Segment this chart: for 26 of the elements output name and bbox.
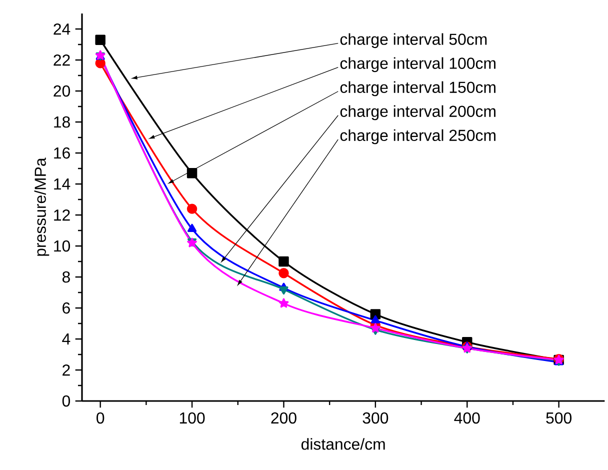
y-tick-label: 0 (62, 395, 70, 407)
y-tick-label: 12 (54, 209, 70, 221)
y-tick-label: 20 (54, 85, 70, 97)
y-tick-label: 16 (54, 147, 70, 159)
y-tick-label: 4 (62, 334, 70, 344)
annotation: charge interval 50cm (340, 33, 487, 48)
y-tick-label: 10 (54, 240, 70, 252)
annotation: charge interval 150cm (340, 81, 496, 96)
x-axis-title: distance/cm (301, 438, 385, 450)
y-axis-title: pressure/MPa (34, 158, 50, 256)
y-tick-label: 24 (54, 23, 70, 35)
y-tick-label: 14 (54, 178, 70, 190)
y-tick-label: 2 (62, 364, 70, 376)
x-tick-label: 300 (362, 412, 388, 424)
x-tick-label: 0 (96, 412, 104, 424)
x-tick-label: 200 (271, 412, 296, 424)
annotation: charge interval 100cm (340, 57, 496, 72)
annotation: charge interval 250cm (340, 129, 496, 144)
y-tick-label: 22 (54, 54, 70, 66)
y-tick-label: 8 (62, 271, 70, 283)
x-tick-label: 400 (454, 412, 480, 424)
x-tick-label: 100 (180, 412, 205, 424)
y-tick-label: 6 (62, 302, 70, 314)
y-tick-label: 18 (54, 116, 70, 128)
x-tick-label: 500 (546, 412, 572, 424)
annotation: charge interval 200cm (340, 105, 496, 120)
